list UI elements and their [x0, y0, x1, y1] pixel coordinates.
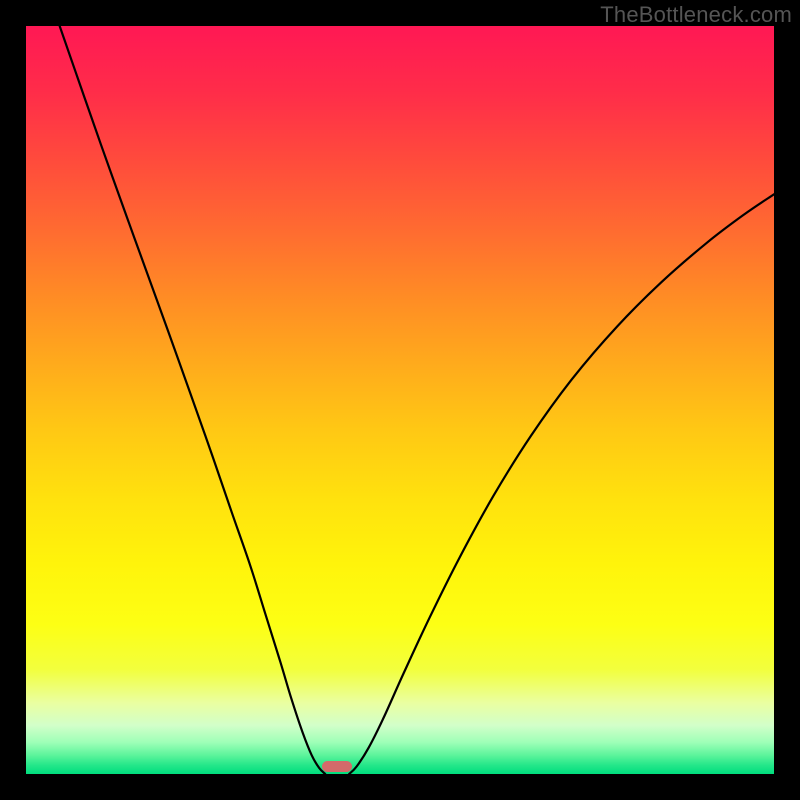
watermark-text: TheBottleneck.com: [600, 2, 792, 28]
plot-svg: [26, 26, 774, 774]
plot-area: [26, 26, 774, 774]
chart-frame: TheBottleneck.com: [0, 0, 800, 800]
gradient-background: [26, 26, 774, 774]
